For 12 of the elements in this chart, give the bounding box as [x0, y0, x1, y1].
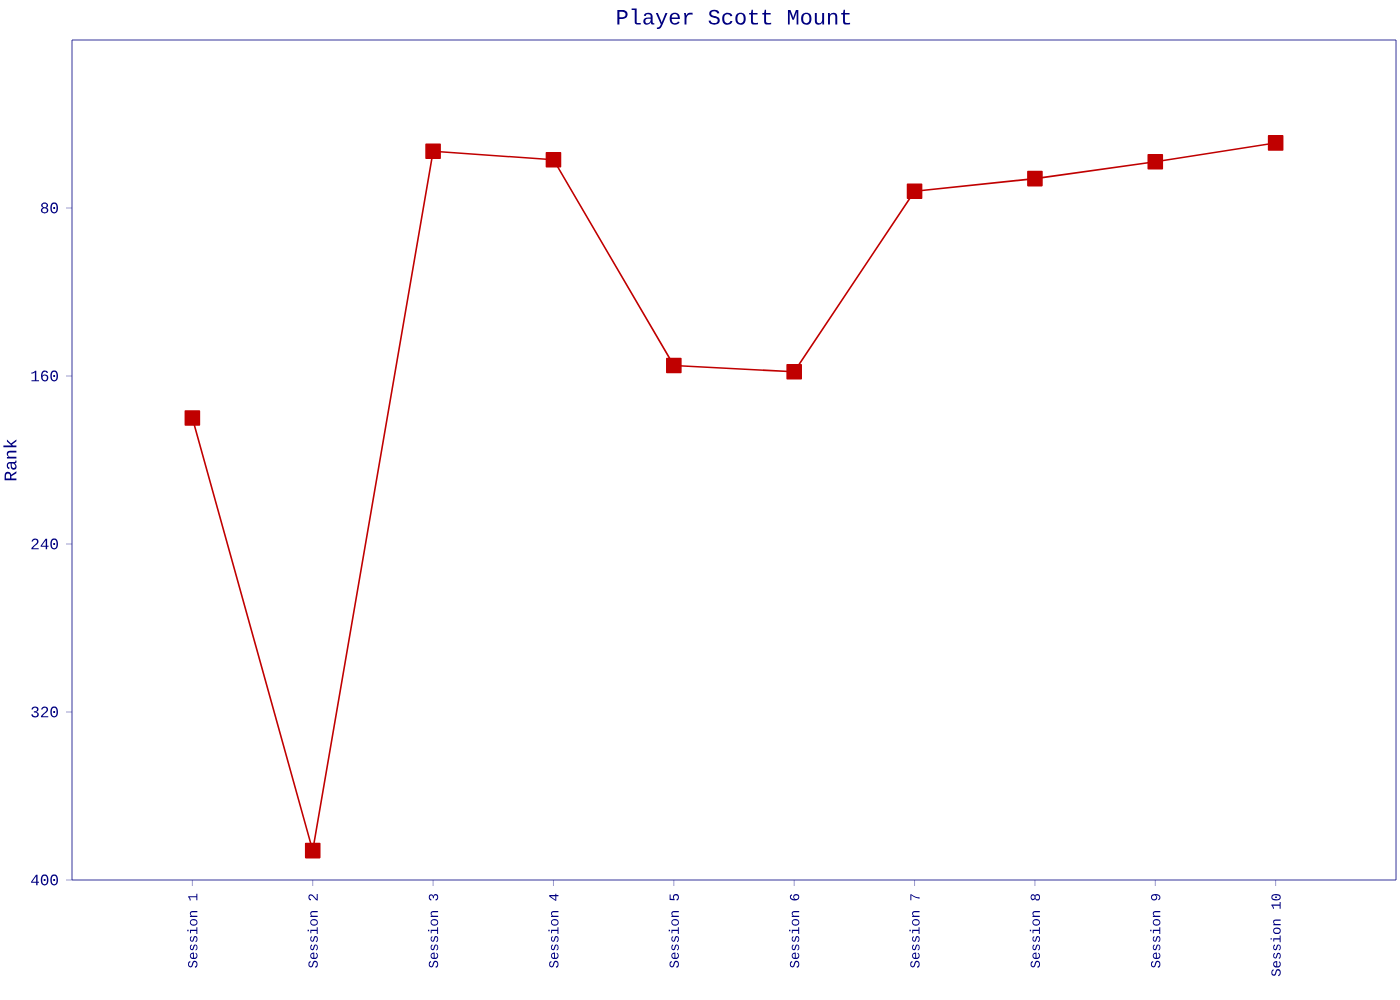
point: [184, 410, 201, 426]
chart-title: Player Scott Mount: [617, 8, 851, 29]
point: [545, 151, 562, 168]
y-axis-title: Rank: [3, 439, 17, 481]
point: [304, 842, 321, 859]
point: [666, 357, 682, 374]
point: [1027, 170, 1043, 187]
point: [786, 364, 802, 380]
point: [425, 143, 441, 160]
point: [906, 183, 923, 200]
point: [1267, 135, 1284, 151]
point: [1147, 154, 1164, 170]
